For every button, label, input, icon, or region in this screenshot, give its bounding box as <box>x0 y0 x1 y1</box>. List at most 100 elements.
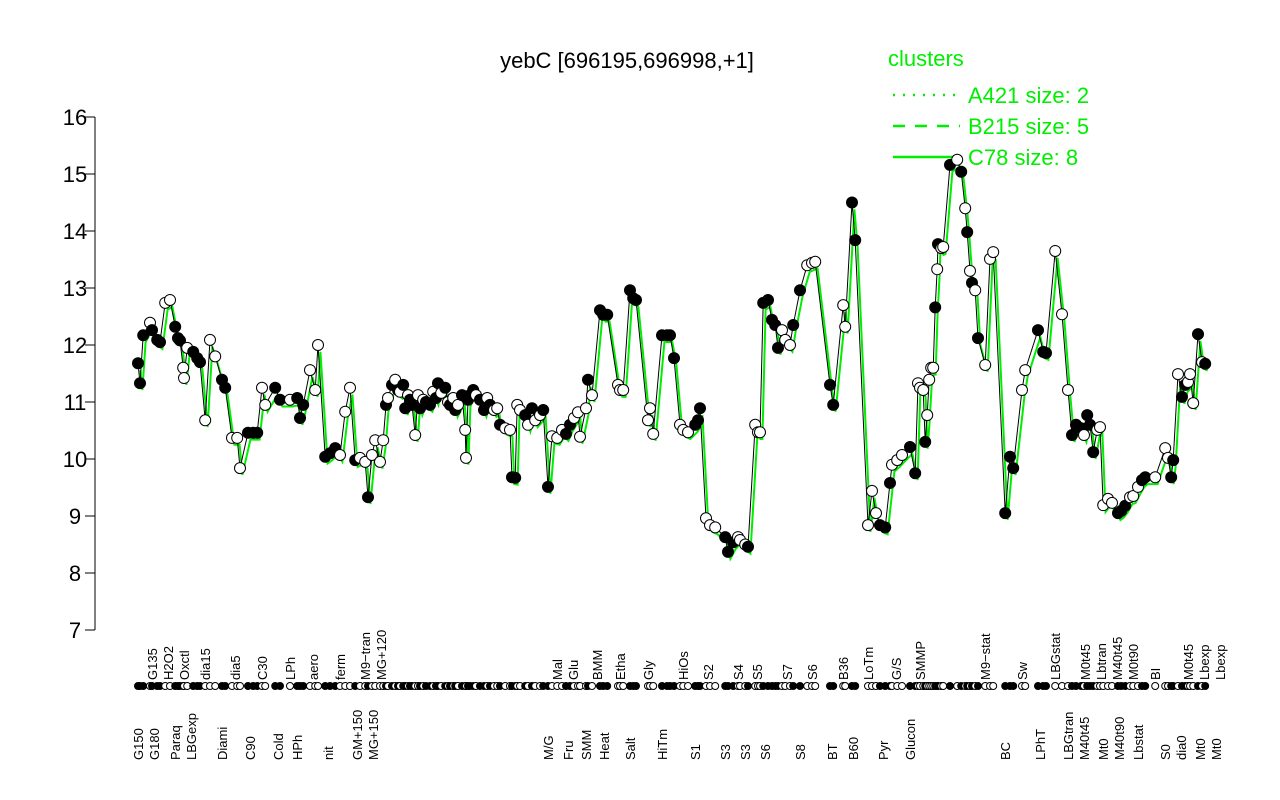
x-tick-label: LBGstat <box>1048 633 1063 680</box>
data-point <box>846 196 858 209</box>
data-point <box>866 484 878 497</box>
y-tick-label: 15 <box>63 162 87 187</box>
x-tick-label: M40t90 <box>1112 717 1127 760</box>
chart-title: yebC [696195,696998,+1] <box>500 48 754 73</box>
data-point <box>1019 364 1032 377</box>
data-point <box>794 284 806 297</box>
rug-marker <box>286 682 294 690</box>
x-tick-label: dia15 <box>198 648 213 680</box>
rug-marker <box>649 682 658 690</box>
x-tick-label: S7 <box>780 664 795 680</box>
data-point <box>921 409 934 422</box>
y-tick-label: 13 <box>63 276 87 301</box>
rug-marker <box>974 682 982 690</box>
data-point <box>204 333 216 346</box>
data-point <box>709 521 722 534</box>
data-point <box>923 373 936 386</box>
data-point <box>644 402 656 415</box>
data-point <box>931 263 944 276</box>
y-tick-label: 12 <box>63 333 87 358</box>
data-point <box>1106 496 1118 509</box>
rug-marker <box>744 682 752 690</box>
data-point <box>1187 397 1200 410</box>
data-point <box>366 449 378 462</box>
x-tick-label: M9−tran <box>358 632 373 680</box>
data-point <box>377 434 390 447</box>
rug-marker <box>811 682 820 690</box>
y-tick-label: 10 <box>63 447 87 472</box>
data-point <box>787 319 800 332</box>
data-point <box>312 339 324 351</box>
y-tick-label: 14 <box>63 219 87 244</box>
data-point <box>397 378 410 391</box>
y-tick-label: 9 <box>69 504 81 529</box>
data-point <box>929 301 942 314</box>
data-point <box>504 423 516 436</box>
data-point <box>209 350 222 363</box>
x-tick-label: dia5 <box>228 655 243 680</box>
data-point <box>772 341 784 354</box>
rug-marker <box>939 682 948 690</box>
data-point <box>742 540 754 553</box>
y-tick-label: 16 <box>63 105 87 130</box>
x-tick-label: S3 <box>738 744 753 760</box>
x-tick-label: M0t45 <box>1078 644 1093 680</box>
x-tick-label: dia0 <box>1174 735 1189 760</box>
rug-marker <box>619 682 628 690</box>
rug-marker <box>841 682 850 690</box>
data-point <box>586 389 598 402</box>
x-tick-label: Mt0 <box>1209 738 1224 760</box>
legend-title: clusters <box>888 46 964 71</box>
data-point <box>647 427 660 440</box>
rug-marker <box>299 682 308 690</box>
data-point <box>1007 462 1020 475</box>
x-tick-label: Pyr <box>876 740 891 760</box>
x-tick-label: S6 <box>758 744 773 760</box>
x-tick-label: G180 <box>147 728 162 760</box>
data-point <box>1192 328 1204 341</box>
data-point <box>884 476 896 489</box>
data-point <box>259 398 272 411</box>
data-point <box>927 361 940 374</box>
rug-marker <box>1042 682 1050 690</box>
x-tick-label: LPh <box>283 657 298 680</box>
x-tick-label: nit <box>321 746 336 760</box>
x-tick-label: BI <box>1148 668 1163 680</box>
legend-label: B215 size: 5 <box>968 114 1089 139</box>
data-point <box>1184 368 1196 381</box>
data-point <box>979 358 992 371</box>
x-tick-label: BMM <box>590 650 605 680</box>
data-point <box>682 426 694 439</box>
data-point <box>146 324 158 337</box>
x-tick-label: MG+150 <box>366 710 381 760</box>
rug-marker <box>139 682 148 690</box>
data-point <box>668 352 680 365</box>
data-points <box>132 153 1212 558</box>
data-point <box>374 455 386 468</box>
x-tick-label: M40t45 <box>1077 717 1092 760</box>
rug-marker <box>898 682 906 690</box>
data-point <box>964 264 976 277</box>
data-point <box>334 449 346 462</box>
rug-marker <box>588 682 596 690</box>
data-point <box>178 372 190 385</box>
data-point <box>1172 368 1184 381</box>
x-tick-label: G/S <box>889 657 904 680</box>
data-point <box>849 234 862 247</box>
data-point <box>951 153 964 166</box>
data-point <box>692 414 704 427</box>
x-tick-label: Lbstat <box>1131 724 1146 760</box>
data-point <box>664 329 676 342</box>
data-point <box>809 255 822 268</box>
data-point <box>919 435 932 448</box>
rug-marker <box>1141 682 1150 690</box>
x-tick-label: M9−stat <box>978 633 993 680</box>
data-point <box>896 449 908 462</box>
x-tick-label: Lbexp <box>1213 645 1228 680</box>
x-tick-label: MG+120 <box>374 630 389 680</box>
data-point <box>937 240 950 253</box>
data-point <box>137 329 150 342</box>
data-point <box>1032 324 1044 337</box>
data-point <box>580 402 592 415</box>
data-point <box>754 426 766 439</box>
